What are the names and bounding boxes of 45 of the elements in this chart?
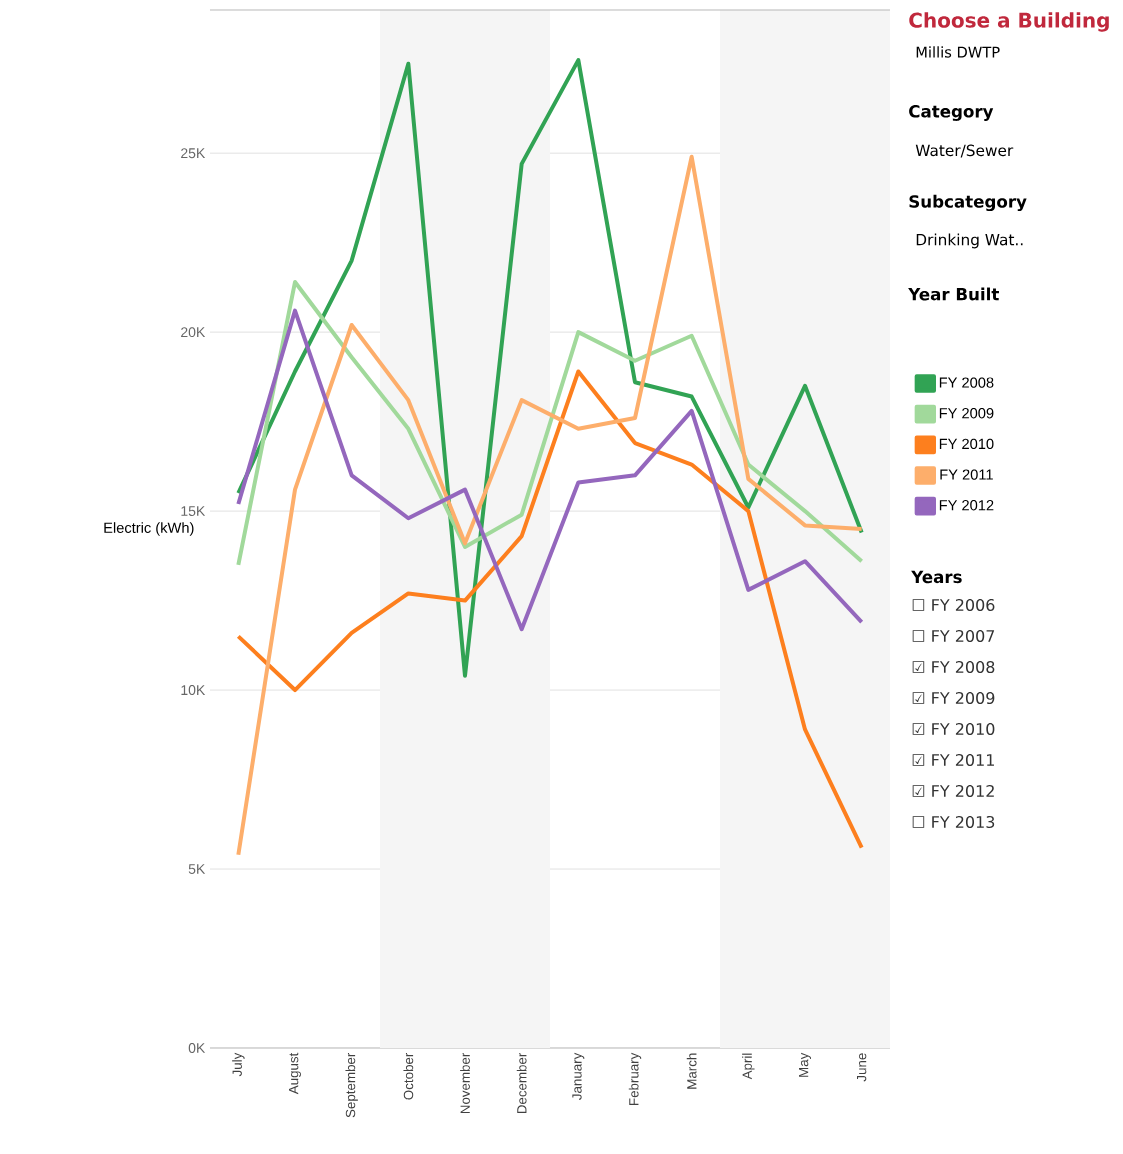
text: Year Built (908, 287, 999, 301)
legend-label: FY 2009 (939, 408, 994, 419)
text: Years (911, 570, 962, 584)
text: ☑ FY 2008 (912, 660, 995, 674)
text: Millis DWTP (916, 46, 1000, 58)
line-series (236, 154, 864, 857)
legend-label: FY 2012 (939, 500, 994, 511)
line-series (236, 280, 864, 567)
y-tick-label: 25K (181, 148, 206, 159)
text: ☐ FY 2006 (912, 598, 995, 612)
text: Water/Sewer (915, 144, 1014, 158)
x-tick-label: February (628, 1052, 642, 1105)
line-series (236, 58, 864, 678)
y-tick-label: 5K (188, 864, 206, 874)
x-tick-label: March (686, 1053, 697, 1089)
legend-label: FY 2010 (939, 438, 994, 450)
text: ☑ FY 2010 (912, 722, 995, 736)
text: ☑ FY 2009 (912, 691, 995, 705)
text: Choose a Building (909, 12, 1109, 32)
x-tick-label: December (516, 1052, 527, 1114)
x-tick-label: May (799, 1052, 811, 1077)
text: Subcategory (909, 194, 1027, 212)
x-tick-label: January (572, 1052, 585, 1100)
text: ☐ FY 2013 (912, 815, 995, 829)
line-series (236, 308, 864, 632)
y-tick-label: 0K (188, 1043, 206, 1053)
legend-label: FY 2011 (940, 469, 993, 480)
x-tick-label: September (345, 1052, 358, 1118)
x-tick-label: October (403, 1052, 414, 1100)
text: ☑ FY 2011 (912, 753, 994, 767)
y-tick-label: 20K (181, 327, 206, 338)
text: Drinking Wat.. (916, 233, 1023, 249)
line-series (236, 369, 864, 850)
text: Category (909, 105, 994, 121)
x-tick-label: July (232, 1052, 245, 1077)
x-tick-label: November (460, 1052, 470, 1114)
legend-label: FY 2008 (939, 377, 994, 388)
y-axis-title: Electric (kWh) (104, 522, 194, 536)
x-tick-label: August (289, 1052, 301, 1095)
y-tick-label: 15K (181, 506, 206, 516)
y-tick-label: 10K (181, 685, 206, 696)
text: ☑ FY 2012 (912, 784, 994, 798)
text: ☐ FY 2007 (912, 629, 995, 643)
x-tick-label: June (857, 1053, 867, 1082)
x-tick-label: April (742, 1053, 755, 1080)
